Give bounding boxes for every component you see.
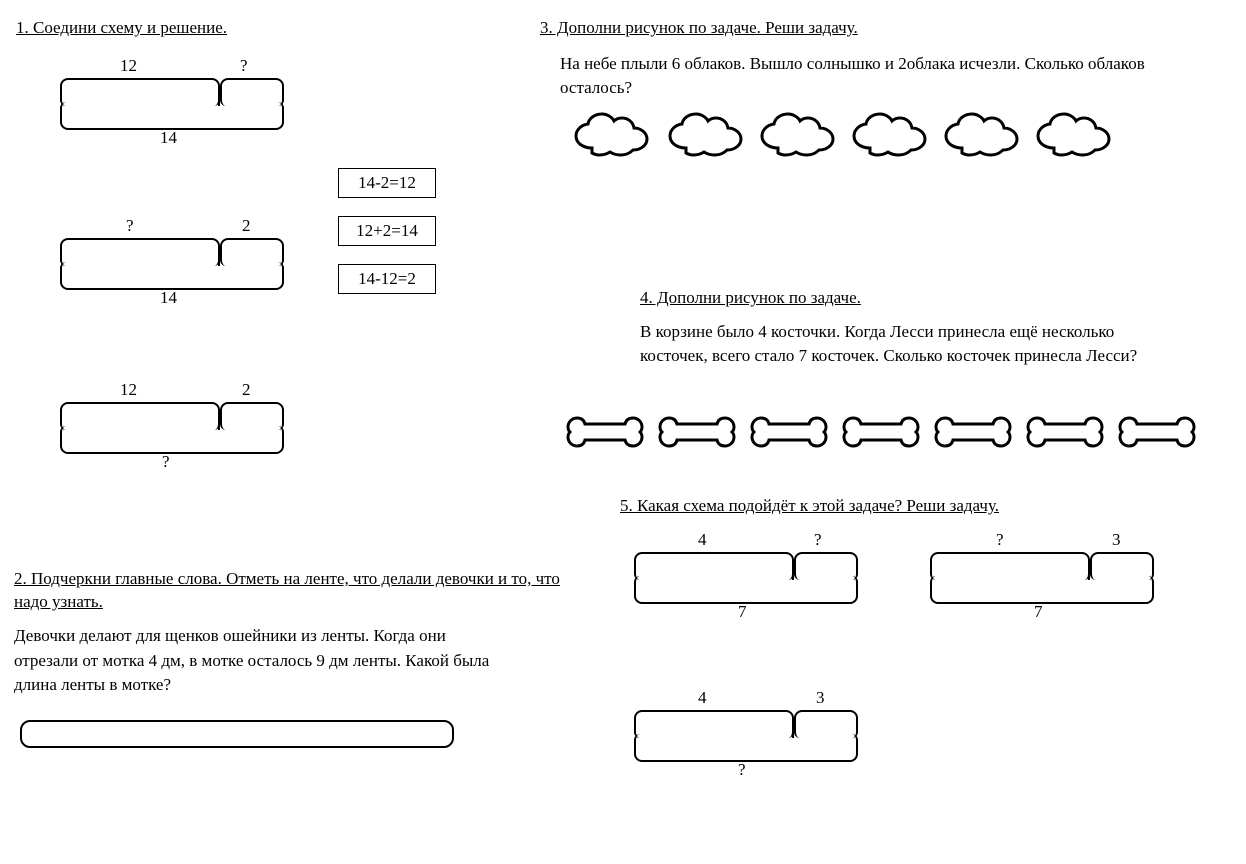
task5-diagram-1: 4? 7 <box>634 530 864 622</box>
task1-diagram-3: 12 2 ? <box>60 380 290 472</box>
d3-bottom: ? <box>162 452 170 472</box>
cloud-icon <box>570 110 662 160</box>
task1-eq-2: 12+2=14 <box>338 216 436 246</box>
task4-bones <box>560 412 1204 461</box>
d3-top-right: 2 <box>242 380 251 400</box>
task5-diagram-3: 4 3 ? <box>634 688 864 780</box>
task5-title: 5. Какая схема подойдёт к этой задаче? Р… <box>620 496 999 516</box>
cloud-icon <box>570 110 662 165</box>
bone-icon <box>928 412 1018 456</box>
cloud-icon <box>848 110 940 165</box>
t5d2-b: 7 <box>1034 602 1043 622</box>
bone-icon <box>652 412 742 456</box>
task2-text: Девочки делают для щенков ошейники из ле… <box>14 624 514 698</box>
task1-diagram-1: 12? 14 <box>60 56 290 148</box>
cloud-icon <box>664 110 756 160</box>
t5d3-tl: 4 <box>698 688 707 708</box>
bone-icon <box>1020 412 1110 456</box>
bone-icon <box>1112 412 1202 461</box>
t5d1-b: 7 <box>738 602 747 622</box>
t5d3-b: ? <box>738 760 746 780</box>
bone-icon <box>744 412 834 456</box>
d1-bottom: 14 <box>160 128 177 148</box>
cloud-icon <box>756 110 848 165</box>
bone-icon <box>1020 412 1110 461</box>
bone-icon <box>1112 412 1202 456</box>
task3-text: На небе плыли 6 облаков. Вышло солнышко … <box>560 52 1200 100</box>
cloud-icon <box>756 110 848 160</box>
task3-title: 3. Дополни рисунок по задаче. Реши задач… <box>540 18 858 38</box>
task4-title: 4. Дополни рисунок по задаче. <box>640 288 861 308</box>
cloud-icon <box>940 110 1032 165</box>
task4-text: В корзине было 4 косточки. Когда Лесси п… <box>640 320 1140 368</box>
bone-icon <box>928 412 1018 461</box>
t5d3-tr: 3 <box>816 688 825 708</box>
task5-diagram-2: ? 3 7 <box>930 530 1160 622</box>
bone-icon <box>744 412 834 461</box>
cloud-icon <box>940 110 1032 160</box>
d2-top-left: ? <box>126 216 134 236</box>
d3-top-left: 12 <box>120 380 137 400</box>
t5d2-tl: ? <box>996 530 1004 550</box>
cloud-icon <box>1032 110 1124 160</box>
cloud-icon <box>1032 110 1124 165</box>
task1-diagram-2: ? 2 14 <box>60 216 290 308</box>
cloud-icon <box>664 110 756 165</box>
t5d1-tl: 4 <box>698 530 707 550</box>
worksheet-page: 1. Соедини схему и решение. 12? 14 ? 2 14… <box>0 0 1246 864</box>
d2-bottom: 14 <box>160 288 177 308</box>
cloud-icon <box>848 110 940 160</box>
task1-eq-3: 14-12=2 <box>338 264 436 294</box>
bone-icon <box>560 412 650 461</box>
t5d1-tr: ? <box>814 530 822 550</box>
d1-top-left: 12 <box>120 56 137 76</box>
bone-icon <box>652 412 742 461</box>
t5d2-tr: 3 <box>1112 530 1121 550</box>
task2-title: 2. Подчеркни главные слова. Отметь на ле… <box>14 568 574 614</box>
d1-top-right: ? <box>240 56 248 76</box>
task2-strip <box>20 720 454 748</box>
d2-top-right: 2 <box>242 216 251 236</box>
task1-eq-1: 14-2=12 <box>338 168 436 198</box>
task3-clouds <box>570 110 1124 165</box>
task1-title: 1. Соедини схему и решение. <box>16 18 227 38</box>
bone-icon <box>836 412 926 456</box>
bone-icon <box>836 412 926 461</box>
bone-icon <box>560 412 650 456</box>
